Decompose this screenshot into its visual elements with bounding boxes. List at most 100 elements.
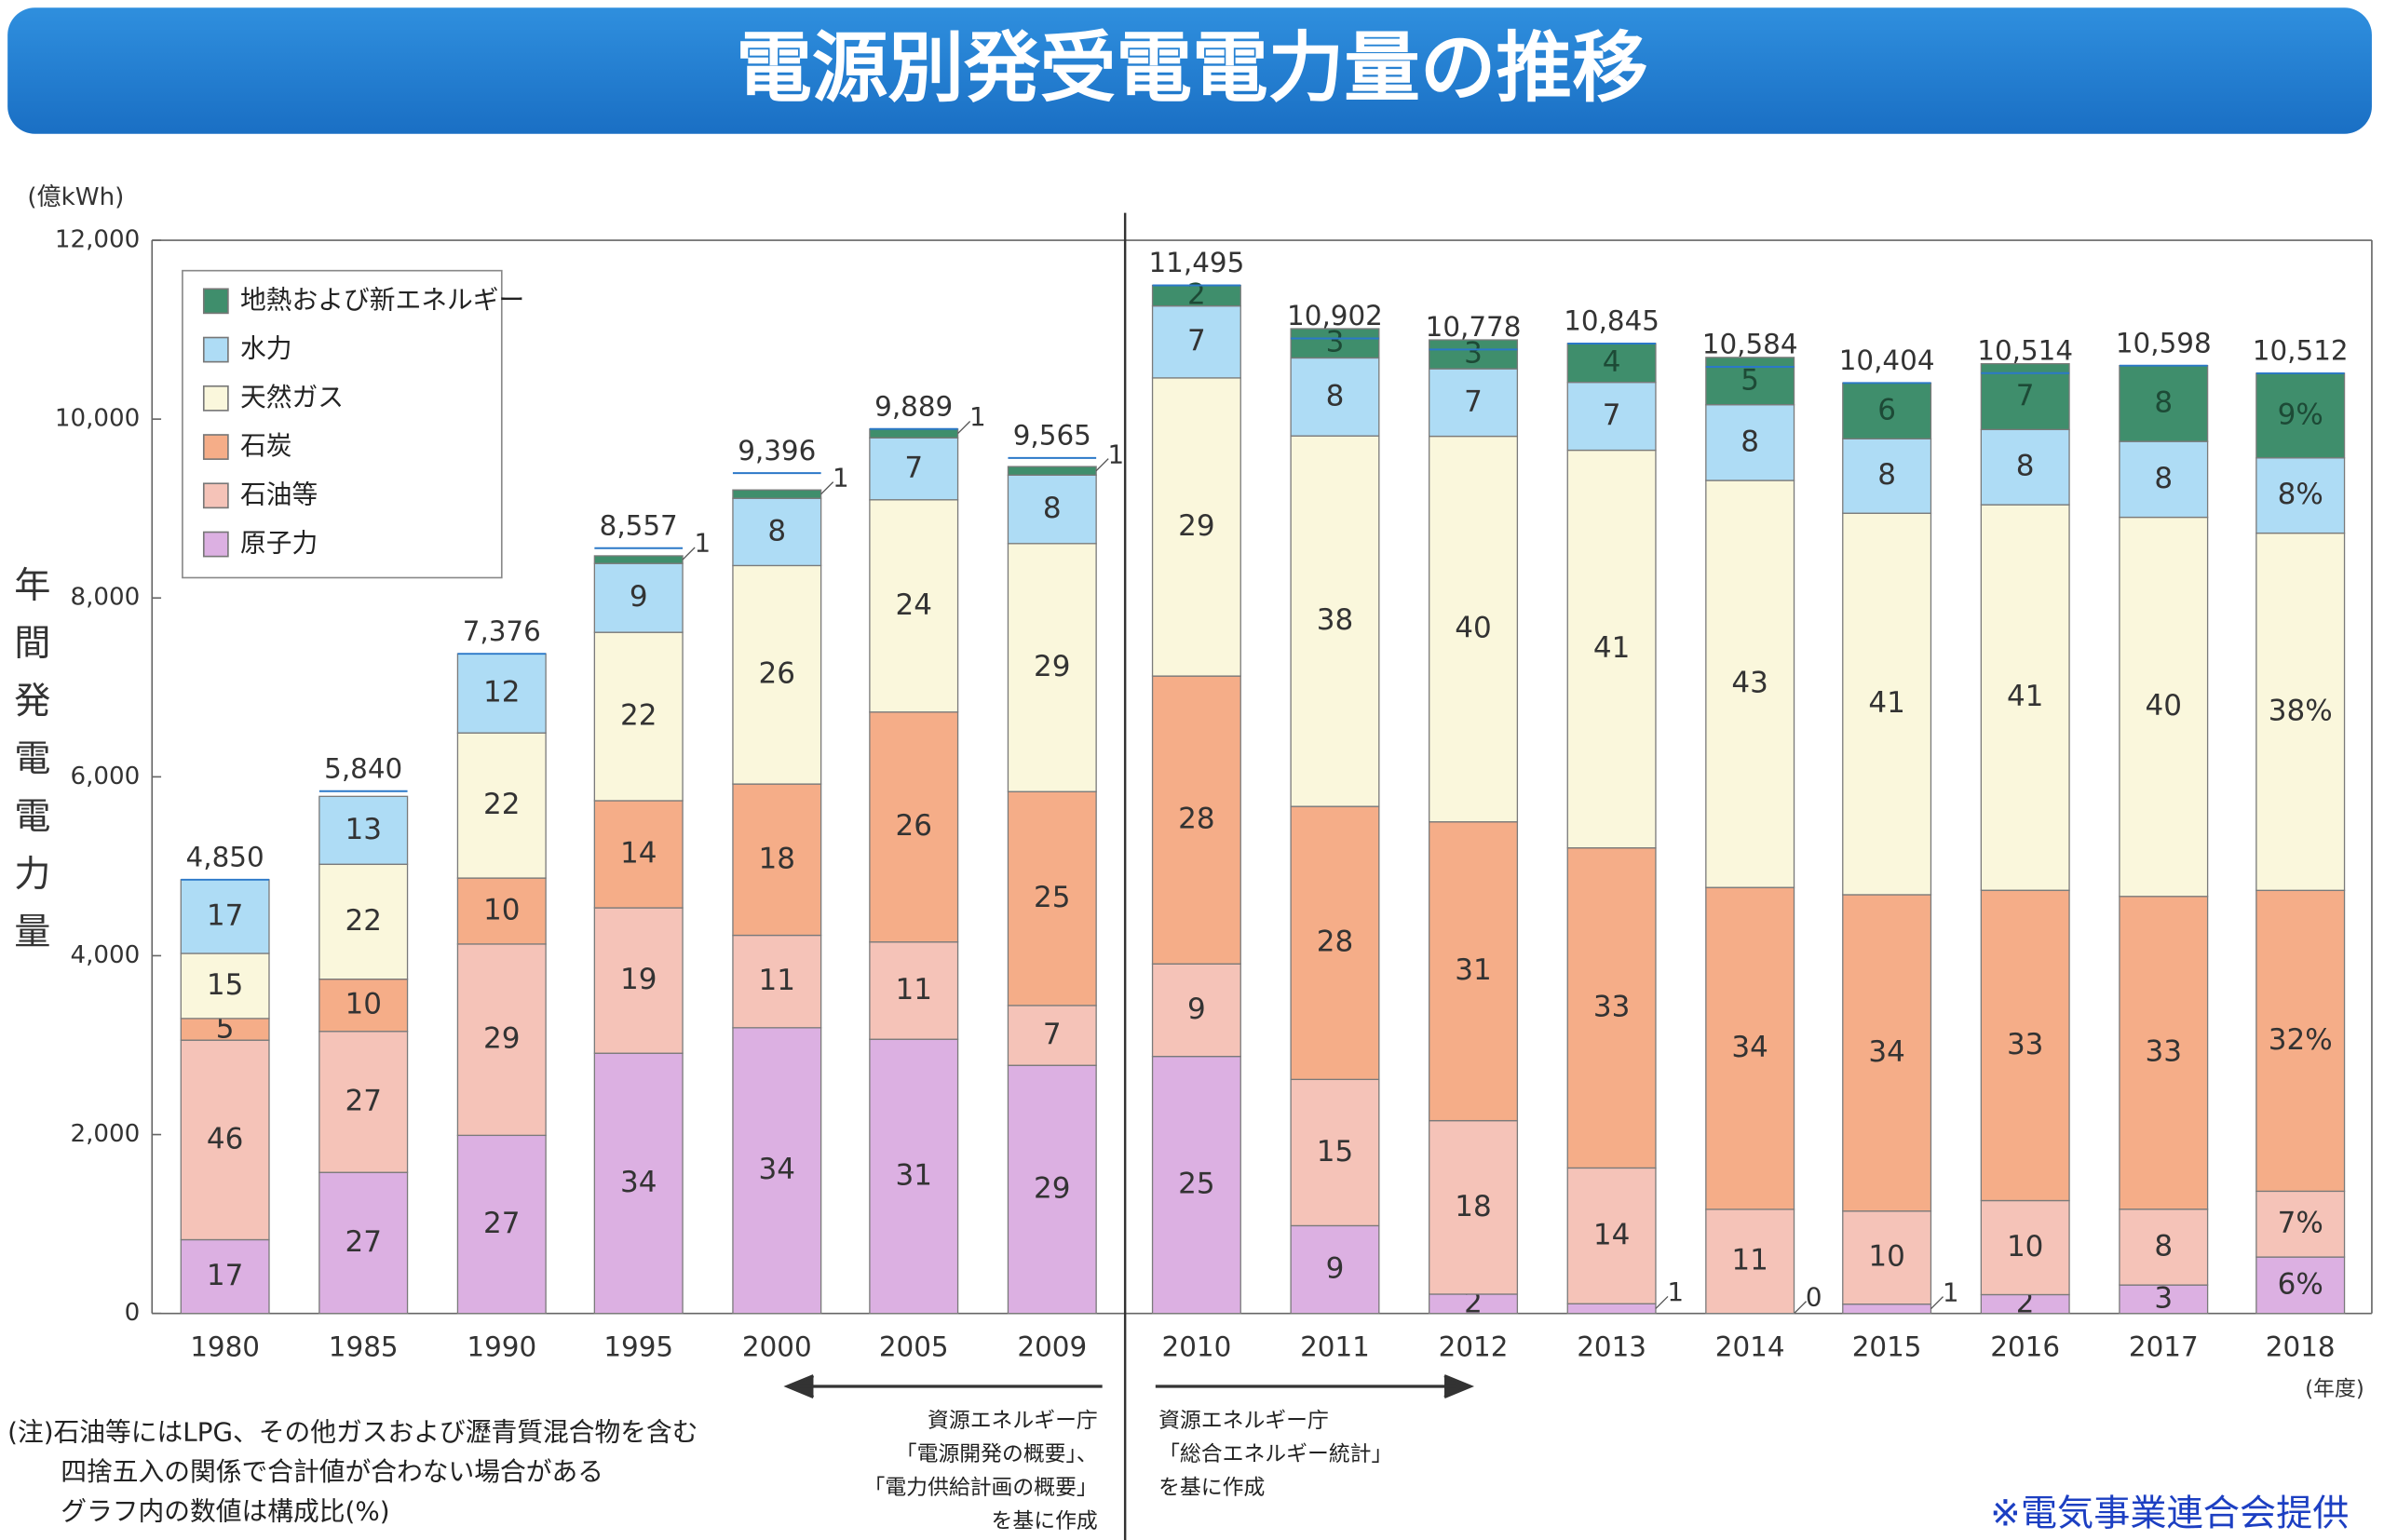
total-label: 5,840: [324, 752, 402, 784]
y-unit: (億kWh): [27, 183, 124, 211]
legend-label: 石油等: [240, 479, 318, 509]
note: 四捨五入の関係で合計値が合わない場合がある: [61, 1456, 603, 1487]
bar-segment: [2119, 1209, 2209, 1286]
value-label: 34: [620, 1166, 657, 1199]
bar-segment: [1842, 1210, 1932, 1305]
bar-segment: [593, 800, 684, 909]
x-tick-label: 2010: [1162, 1331, 1232, 1363]
arrow-right: [1155, 1374, 1475, 1398]
bar-segment: [1290, 1224, 1380, 1315]
value-label: 27: [345, 1084, 381, 1117]
bar-segment: [2255, 1190, 2346, 1258]
bar-segment: [1290, 357, 1380, 437]
bar-segment: [1151, 963, 1241, 1058]
value-label: 26: [759, 657, 795, 691]
legend-swatch: [202, 434, 229, 460]
x-tick-label: 2017: [2129, 1331, 2199, 1363]
value-label: 8: [1877, 458, 1896, 492]
value-label: 8: [2154, 385, 2173, 419]
legend-swatch: [202, 288, 229, 315]
total-label: 7,376: [463, 615, 541, 647]
value-label: 22: [345, 904, 381, 938]
value-label: 34: [1868, 1035, 1904, 1069]
value-label: 19: [620, 963, 657, 996]
value-label: 15: [207, 968, 243, 1002]
value-label: 24: [895, 588, 931, 622]
value-label: 28: [1317, 925, 1353, 959]
value-label: 14: [620, 837, 657, 871]
value-label: 28: [1178, 803, 1214, 836]
value-label: 6: [1877, 393, 1896, 426]
value-label: 8: [1043, 492, 1062, 525]
bar-segment: [1705, 886, 1795, 1210]
value-label: 11: [1731, 1244, 1768, 1277]
value-label: 5: [216, 1012, 235, 1046]
bar-segment: [732, 497, 822, 567]
value-label: 1: [1667, 1277, 1684, 1307]
bar-segment: [1007, 543, 1097, 792]
value-label: 38%: [2269, 694, 2333, 727]
value-label: 9: [1326, 1252, 1345, 1286]
bar-segment: [2119, 365, 2209, 442]
x-tick-label: 2015: [1852, 1331, 1922, 1363]
source-left: 「電源開発の概要」、: [896, 1442, 1098, 1466]
x-tick-label: 2016: [1990, 1331, 2060, 1363]
total-label: 10,902: [1287, 300, 1383, 331]
bar-segment: [1429, 339, 1519, 370]
bar-segment: [1566, 449, 1657, 849]
y-tick-label: 12,000: [55, 226, 140, 254]
legend-label: 原子力: [240, 528, 318, 559]
bar-segment: [1705, 357, 1795, 406]
value-label: 4: [1603, 345, 1621, 379]
value-label: 15: [1317, 1135, 1353, 1169]
value-label: 3: [1326, 326, 1345, 359]
credit: ※電気事業連合会提供: [1990, 1493, 2349, 1534]
y-tick-label: 2,000: [70, 1120, 140, 1148]
value-label: 33: [1593, 991, 1630, 1024]
bar-segment: [869, 711, 959, 943]
value-label: 0: [1806, 1281, 1822, 1312]
total-label: 9,565: [1013, 420, 1091, 452]
value-label: 33: [2007, 1028, 2043, 1061]
bar-segment: [1842, 894, 1932, 1212]
bar-segment: [180, 879, 270, 954]
value-label: 41: [2007, 680, 2043, 713]
legend-label: 地熱および新エネルギー: [240, 284, 524, 315]
total-label: 10,778: [1426, 311, 1522, 343]
value-label: 7: [2016, 379, 2035, 412]
value-label: 3: [2154, 1281, 2173, 1315]
x-tick-label: 2011: [1300, 1331, 1370, 1363]
bar-segment: [1290, 1078, 1380, 1227]
value-label: 1: [694, 528, 711, 559]
value-label: 41: [1868, 686, 1904, 720]
legend-box: [182, 269, 503, 579]
bar-segment: [456, 877, 547, 945]
title-banner: [7, 7, 2372, 134]
bar-segment: [318, 979, 409, 1033]
note: グラフ内の数値は構成比(%): [61, 1496, 389, 1527]
note: (注)石油等にはLPG、その他ガスおよび瀝青質混合物を含む: [7, 1417, 698, 1448]
bar-segment: [1290, 805, 1380, 1081]
value-label: 40: [2146, 689, 2182, 723]
x-tick-label: 2009: [1017, 1331, 1087, 1363]
x-tick-label: 2018: [2266, 1331, 2336, 1363]
bar-segment: [732, 783, 822, 937]
source-left: を基に作成: [992, 1509, 1098, 1533]
bar-segment: [1705, 1209, 1795, 1315]
label-leader: [1794, 1301, 1808, 1315]
value-label: 27: [345, 1225, 381, 1259]
bar-segment: [2119, 896, 2209, 1210]
x-tick-label: 1980: [190, 1331, 260, 1363]
bar-segment: [593, 907, 684, 1054]
value-label: 17: [207, 1259, 243, 1292]
source-left: 資源エネルギー庁: [928, 1409, 1098, 1433]
bar-segment: [2119, 1284, 2209, 1315]
total-label: 10,512: [2253, 335, 2349, 367]
legend-label: 水力: [240, 333, 292, 364]
source-left: 「電力供給計画の概要」: [863, 1476, 1097, 1500]
bar-segment: [732, 1027, 822, 1315]
bar-segment: [1980, 889, 2070, 1202]
bar-segment: [593, 631, 684, 802]
bar-segment: [1566, 1303, 1657, 1315]
